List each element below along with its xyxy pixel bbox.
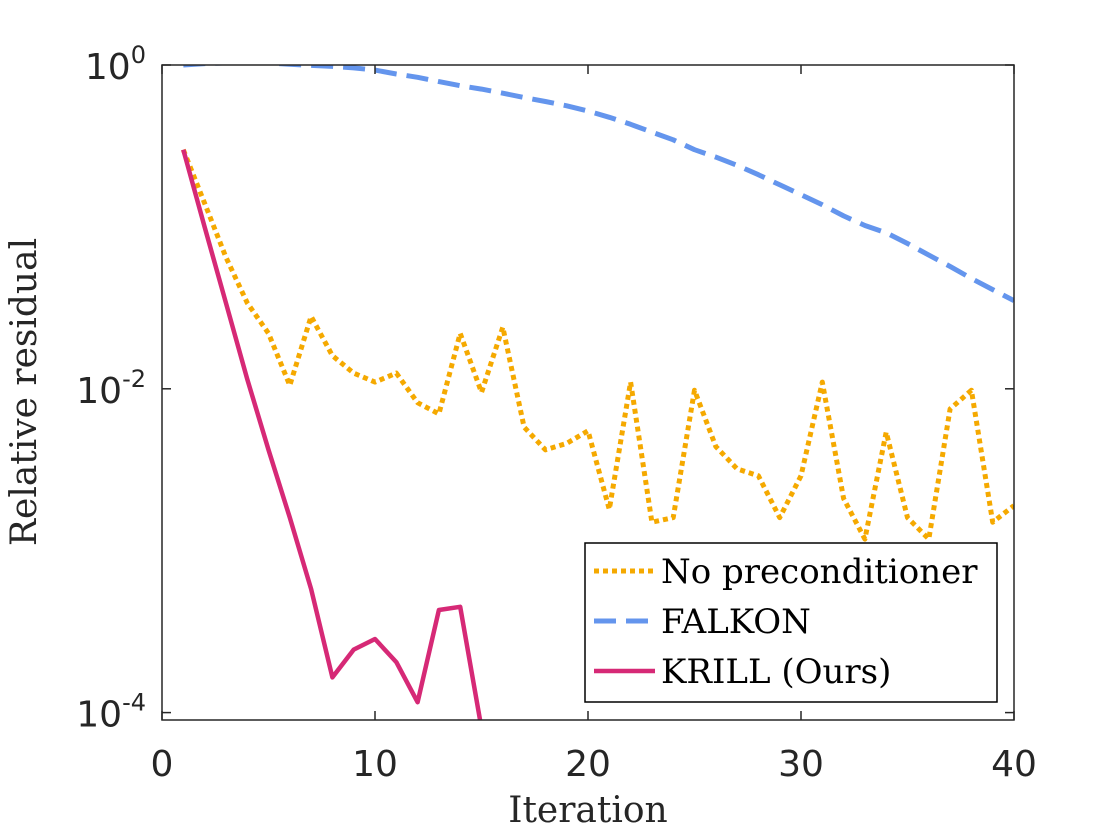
legend: No preconditioner FALKON KRILL (Ours): [584, 542, 998, 703]
series-line-3: [181, 149, 483, 720]
series-line-2: [183, 65, 1014, 303]
legend-label-3: KRILL (Ours): [661, 652, 891, 692]
series-line-1: [180, 148, 1014, 542]
x-tick-label: 20: [565, 744, 611, 785]
legend-label-2: FALKON: [661, 602, 811, 642]
x-tick-label: 30: [778, 744, 824, 785]
x-tick-label: 0: [151, 744, 174, 785]
x-tick-label: 40: [991, 744, 1037, 785]
y-axis-title: Relative residual: [4, 238, 45, 546]
legend-label-1: No preconditioner: [661, 552, 978, 592]
x-axis-title: Iteration: [508, 790, 668, 831]
y-tick-label: 10-2: [76, 365, 146, 412]
legend-box: [584, 542, 998, 703]
x-tick-label: 10: [352, 744, 398, 785]
y-tick-label: 10-4: [76, 689, 146, 736]
y-tick-label: 100: [85, 41, 146, 88]
